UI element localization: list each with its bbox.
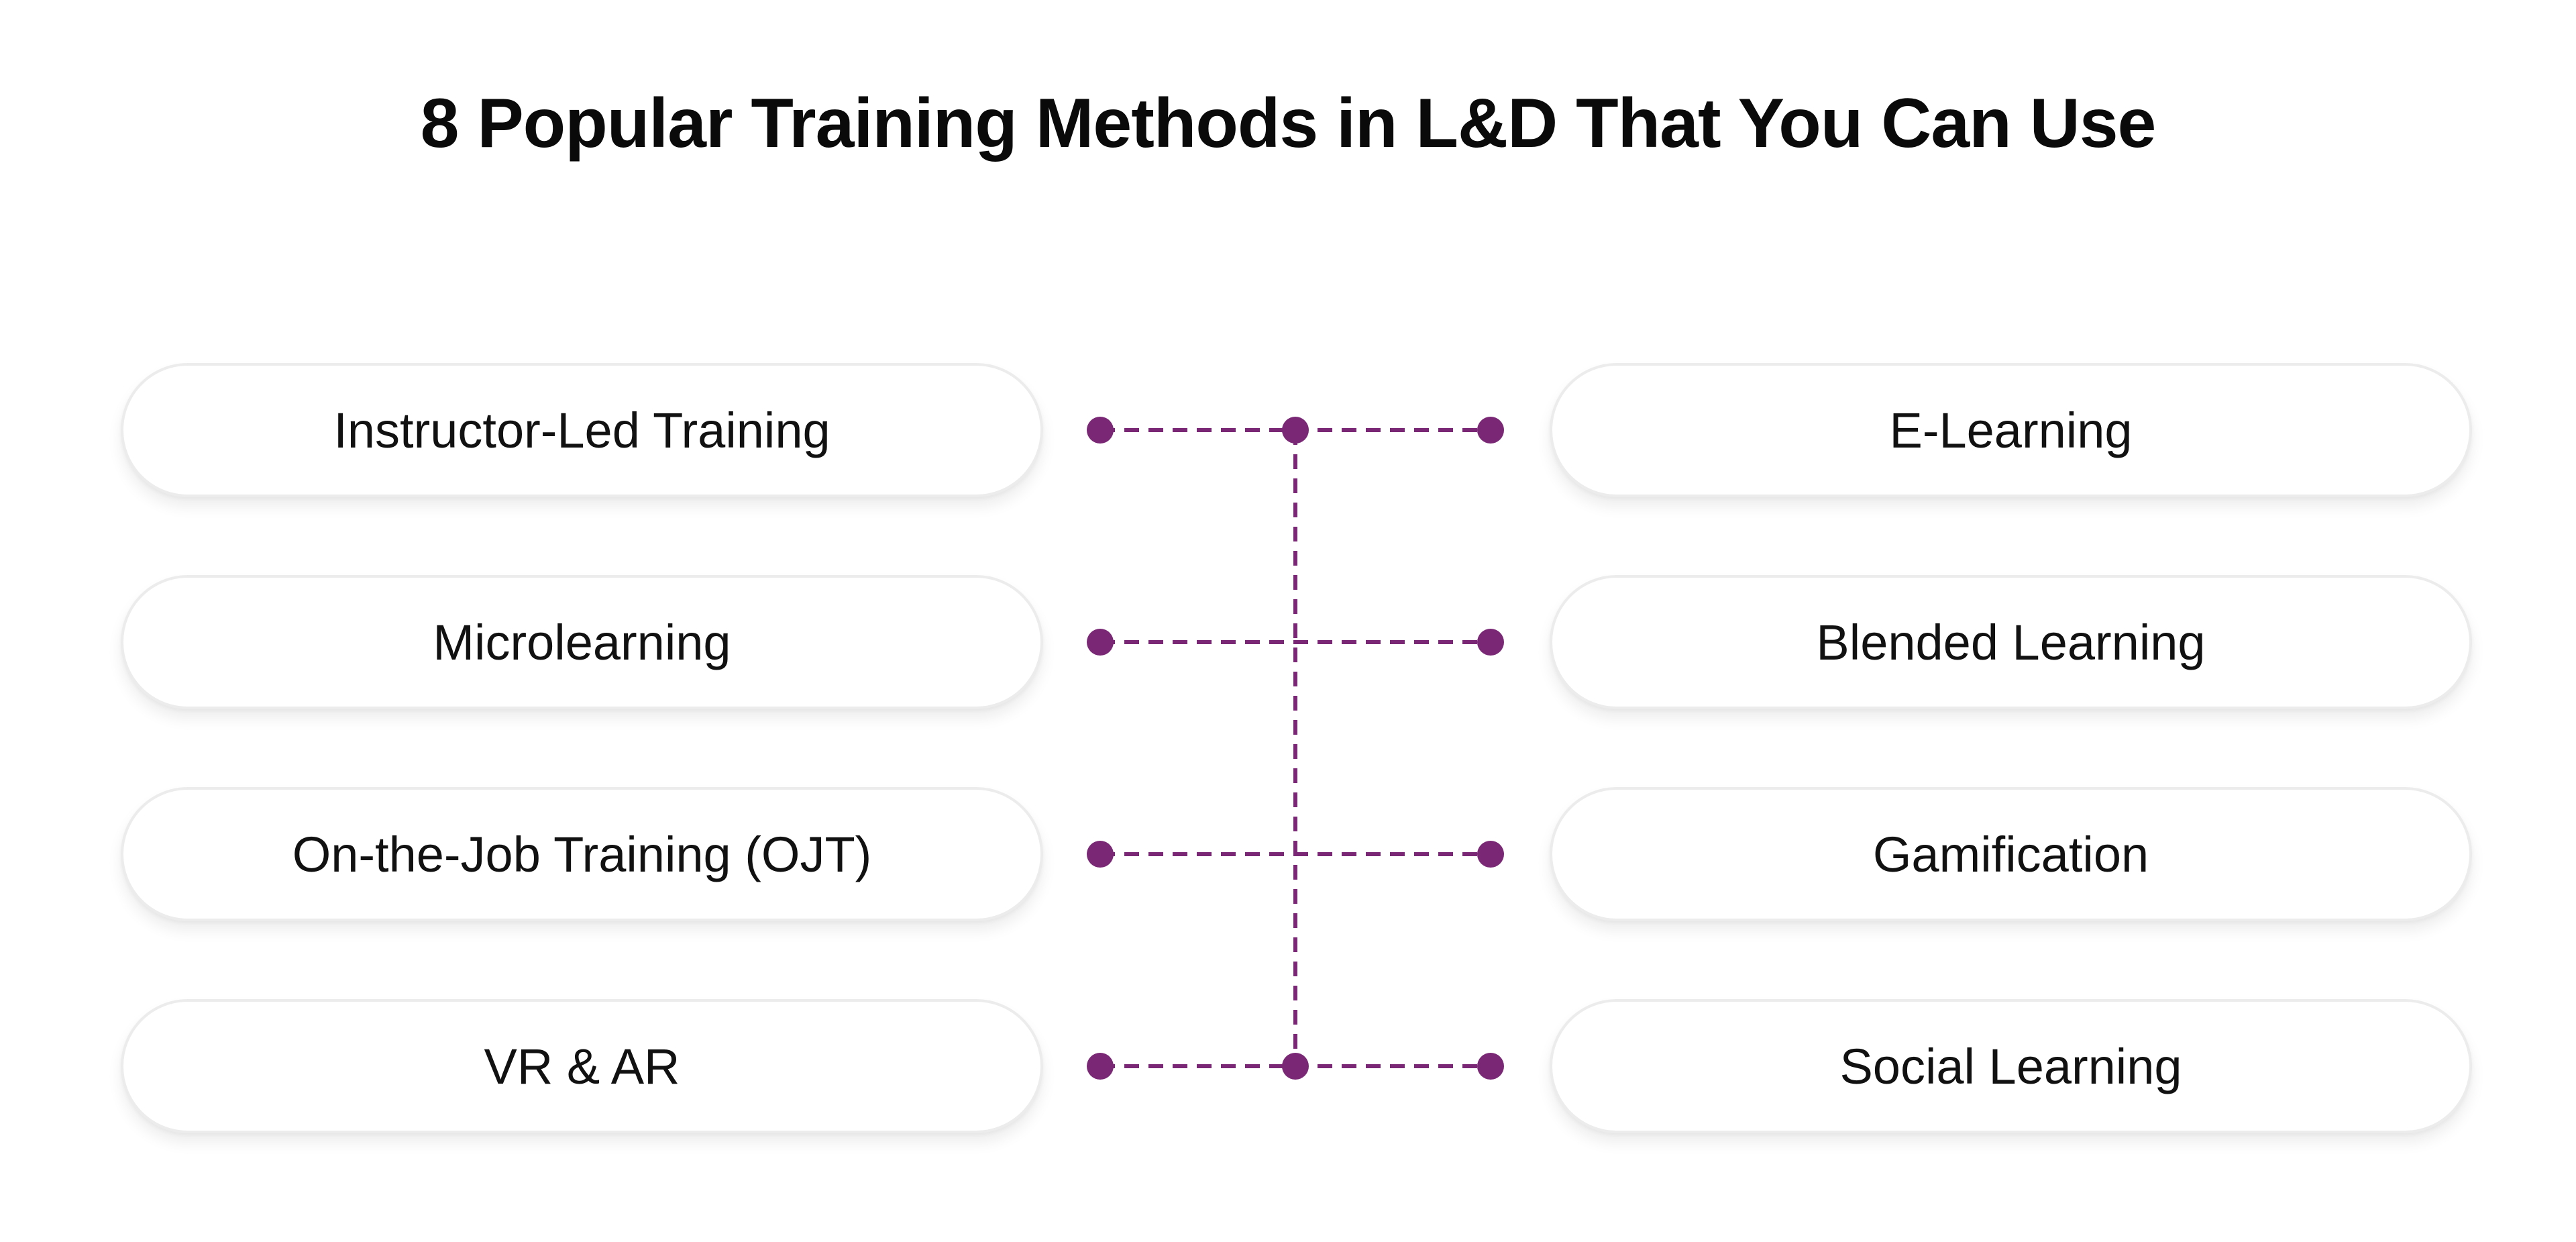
- method-label: Gamification: [1872, 826, 2149, 882]
- connector-dot: [1477, 841, 1504, 868]
- connector-dot: [1087, 629, 1114, 656]
- method-card-left-2: Microlearning: [121, 575, 1043, 709]
- method-label: On-the-Job Training (OJT): [292, 826, 872, 882]
- connector-dot: [1087, 841, 1114, 868]
- method-card-left-1: Instructor-Led Training: [121, 363, 1043, 497]
- method-card-left-4: VR & AR: [121, 999, 1043, 1133]
- method-label: E-Learning: [1889, 402, 2133, 458]
- method-card-right-4: Social Learning: [1550, 999, 2472, 1133]
- connector-dot: [1477, 417, 1504, 444]
- connector-dot: [1087, 1053, 1114, 1080]
- diagram-title: 8 Popular Training Methods in L&D That Y…: [420, 85, 2157, 162]
- method-card-right-1: E-Learning: [1550, 363, 2472, 497]
- method-label: Microlearning: [433, 614, 731, 670]
- method-label: Social Learning: [1839, 1038, 2182, 1094]
- method-label: VR & AR: [484, 1038, 680, 1094]
- connector-dot: [1477, 629, 1504, 656]
- method-card-left-3: On-the-Job Training (OJT): [121, 787, 1043, 921]
- connector-dot: [1282, 1053, 1309, 1080]
- connector-dot: [1087, 417, 1114, 444]
- connector-dot: [1477, 1053, 1504, 1080]
- method-card-right-3: Gamification: [1550, 787, 2472, 921]
- method-label: Blended Learning: [1816, 614, 2206, 670]
- connector-dot: [1282, 417, 1309, 444]
- method-card-right-2: Blended Learning: [1550, 575, 2472, 709]
- method-label: Instructor-Led Training: [333, 402, 830, 458]
